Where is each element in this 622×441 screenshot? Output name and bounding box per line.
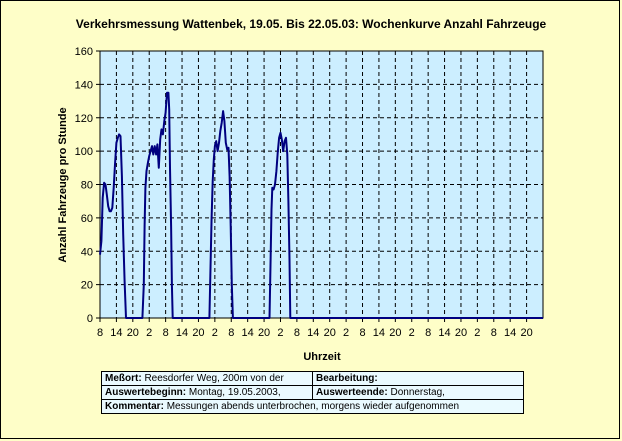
x-tick-label: 8 bbox=[228, 327, 234, 339]
x-tick-label: 14 bbox=[504, 327, 516, 339]
x-tick-label: 8 bbox=[294, 327, 300, 339]
y-tick-label: 40 bbox=[81, 246, 93, 258]
x-tick-label: 14 bbox=[373, 327, 385, 339]
x-axis-label: Uhrzeit bbox=[303, 351, 341, 363]
kommentar-label: Kommentar: bbox=[105, 401, 164, 412]
x-tick-label: 20 bbox=[258, 327, 270, 339]
y-tick-label: 20 bbox=[81, 280, 93, 292]
x-tick-label: 2 bbox=[146, 327, 152, 339]
series-line bbox=[99, 91, 543, 319]
y-tick-label: 120 bbox=[75, 113, 93, 125]
x-tick-label: 20 bbox=[192, 327, 204, 339]
ende-label: Auswerteende: bbox=[316, 387, 388, 398]
x-tick-label: 8 bbox=[359, 327, 365, 339]
ende-value: Donnerstag, bbox=[390, 387, 445, 398]
beginn-label: Auswertebeginn: bbox=[105, 387, 187, 398]
y-tick-label: 160 bbox=[75, 46, 93, 58]
x-tick-label: 8 bbox=[491, 327, 497, 339]
x-tick-label: 8 bbox=[97, 327, 103, 339]
x-tick-label: 14 bbox=[438, 327, 450, 339]
x-tick-label: 2 bbox=[474, 327, 480, 339]
info-row-auswertung: Auswertebeginn: Montag, 19.05.2003, Ausw… bbox=[101, 385, 524, 400]
x-tick-label: 20 bbox=[324, 327, 336, 339]
x-tick-label: 20 bbox=[455, 327, 467, 339]
info-row-kommentar: Kommentar: Messungen abends unterbrochen… bbox=[101, 399, 524, 414]
bearbeitung-cell: Bearbeitung: bbox=[312, 371, 524, 386]
x-tick-label: 8 bbox=[425, 327, 431, 339]
y-axis-ticks: 0 20 40 60 80 100 120 140 160 bbox=[75, 46, 100, 325]
x-tick-label: 14 bbox=[110, 327, 122, 339]
x-tick-label: 2 bbox=[409, 327, 415, 339]
info-table: Meßort: Reesdorfer Weg, 200m von der Bea… bbox=[101, 371, 524, 414]
chart-title: Verkehrsmessung Wattenbek, 19.05. Bis 22… bbox=[76, 17, 547, 31]
x-tick-label: 2 bbox=[212, 327, 218, 339]
gridlines bbox=[100, 51, 543, 318]
x-tick-label: 14 bbox=[176, 327, 188, 339]
x-tick-label: 14 bbox=[242, 327, 254, 339]
x-tick-label: 2 bbox=[343, 327, 349, 339]
x-tick-label: 20 bbox=[520, 327, 532, 339]
y-tick-label: 140 bbox=[75, 79, 93, 91]
x-tick-label: 8 bbox=[163, 327, 169, 339]
messort-label: Meßort: bbox=[105, 373, 142, 384]
messort-value: Reesdorfer Weg, 200m von der bbox=[144, 373, 284, 384]
bearbeitung-label: Bearbeitung: bbox=[316, 373, 378, 384]
x-tick-label: 20 bbox=[389, 327, 401, 339]
y-tick-label: 60 bbox=[81, 213, 93, 225]
messort-cell: Meßort: Reesdorfer Weg, 200m von der bbox=[101, 371, 313, 386]
x-tick-label: 2 bbox=[277, 327, 283, 339]
info-row-messort: Meßort: Reesdorfer Weg, 200m von der Bea… bbox=[101, 371, 524, 386]
y-tick-label: 100 bbox=[75, 146, 93, 158]
x-axis-ticks: 8 14 20 2 8 14 20 2 8 14 20 2 8 14 20 2 8 14 20 2 8 14 20 2 8 14 2… bbox=[97, 318, 533, 339]
beginn-cell: Auswertebeginn: Montag, 19.05.2003, bbox=[101, 385, 313, 400]
series-group bbox=[99, 91, 543, 319]
y-tick-label: 80 bbox=[81, 180, 93, 192]
kommentar-cell: Kommentar: Messungen abends unterbrochen… bbox=[101, 399, 524, 414]
beginn-value: Montag, 19.05.2003, bbox=[188, 387, 281, 398]
x-tick-label: 14 bbox=[307, 327, 319, 339]
y-axis-label: Anzahl Fahrzeuge pro Stunde bbox=[57, 107, 69, 262]
kommentar-value: Messungen abends unterbrochen, morgens w… bbox=[166, 401, 460, 412]
y-tick-label: 0 bbox=[87, 313, 93, 325]
x-tick-label: 20 bbox=[127, 327, 139, 339]
ende-cell: Auswerteende: Donnerstag, bbox=[312, 385, 524, 400]
